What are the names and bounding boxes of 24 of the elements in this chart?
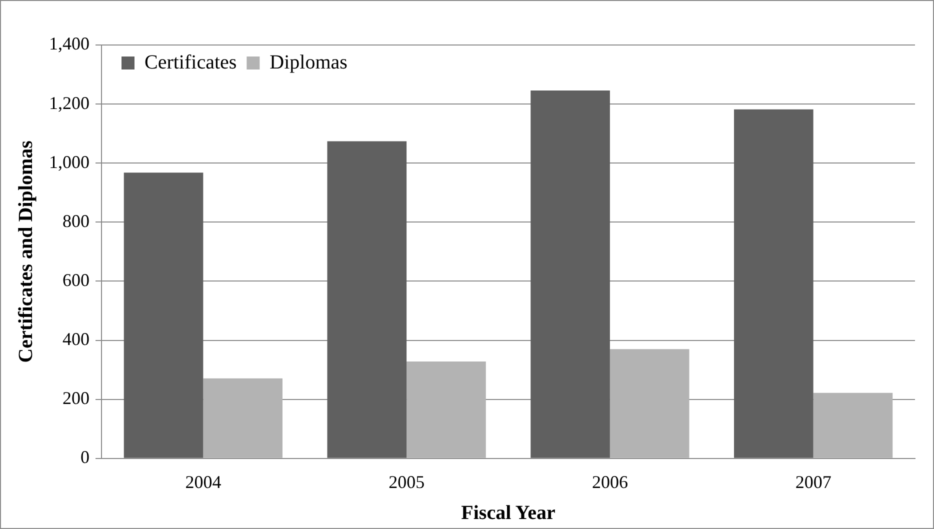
y-tick-label: 400 [62,329,90,350]
y-axis-title: Certificates and Diplomas [15,140,38,363]
bar [203,378,283,458]
legend-label: Certificates [144,51,237,74]
bar [734,109,814,458]
y-tick-label: 200 [62,388,90,408]
bar [327,141,407,458]
y-tick-label: 1,400 [49,34,90,54]
bar [530,90,610,458]
x-tick-label: 2005 [388,472,425,492]
y-tick-label: 0 [80,447,90,468]
bar [124,172,204,458]
x-tick-label: 2004 [185,472,222,492]
y-tick-label: 800 [62,210,90,231]
bar [406,362,486,458]
y-tick-label: 600 [62,270,90,290]
y-tick-label: 1,000 [49,152,90,172]
bar [610,349,690,458]
x-tick-label: 2006 [592,472,628,492]
x-tick-label: 2007 [795,472,832,492]
bar [813,392,893,458]
x-axis-title: Fiscal Year [461,502,556,524]
legend-label: Diplomas [270,51,348,74]
y-tick-label: 1,200 [49,92,90,113]
